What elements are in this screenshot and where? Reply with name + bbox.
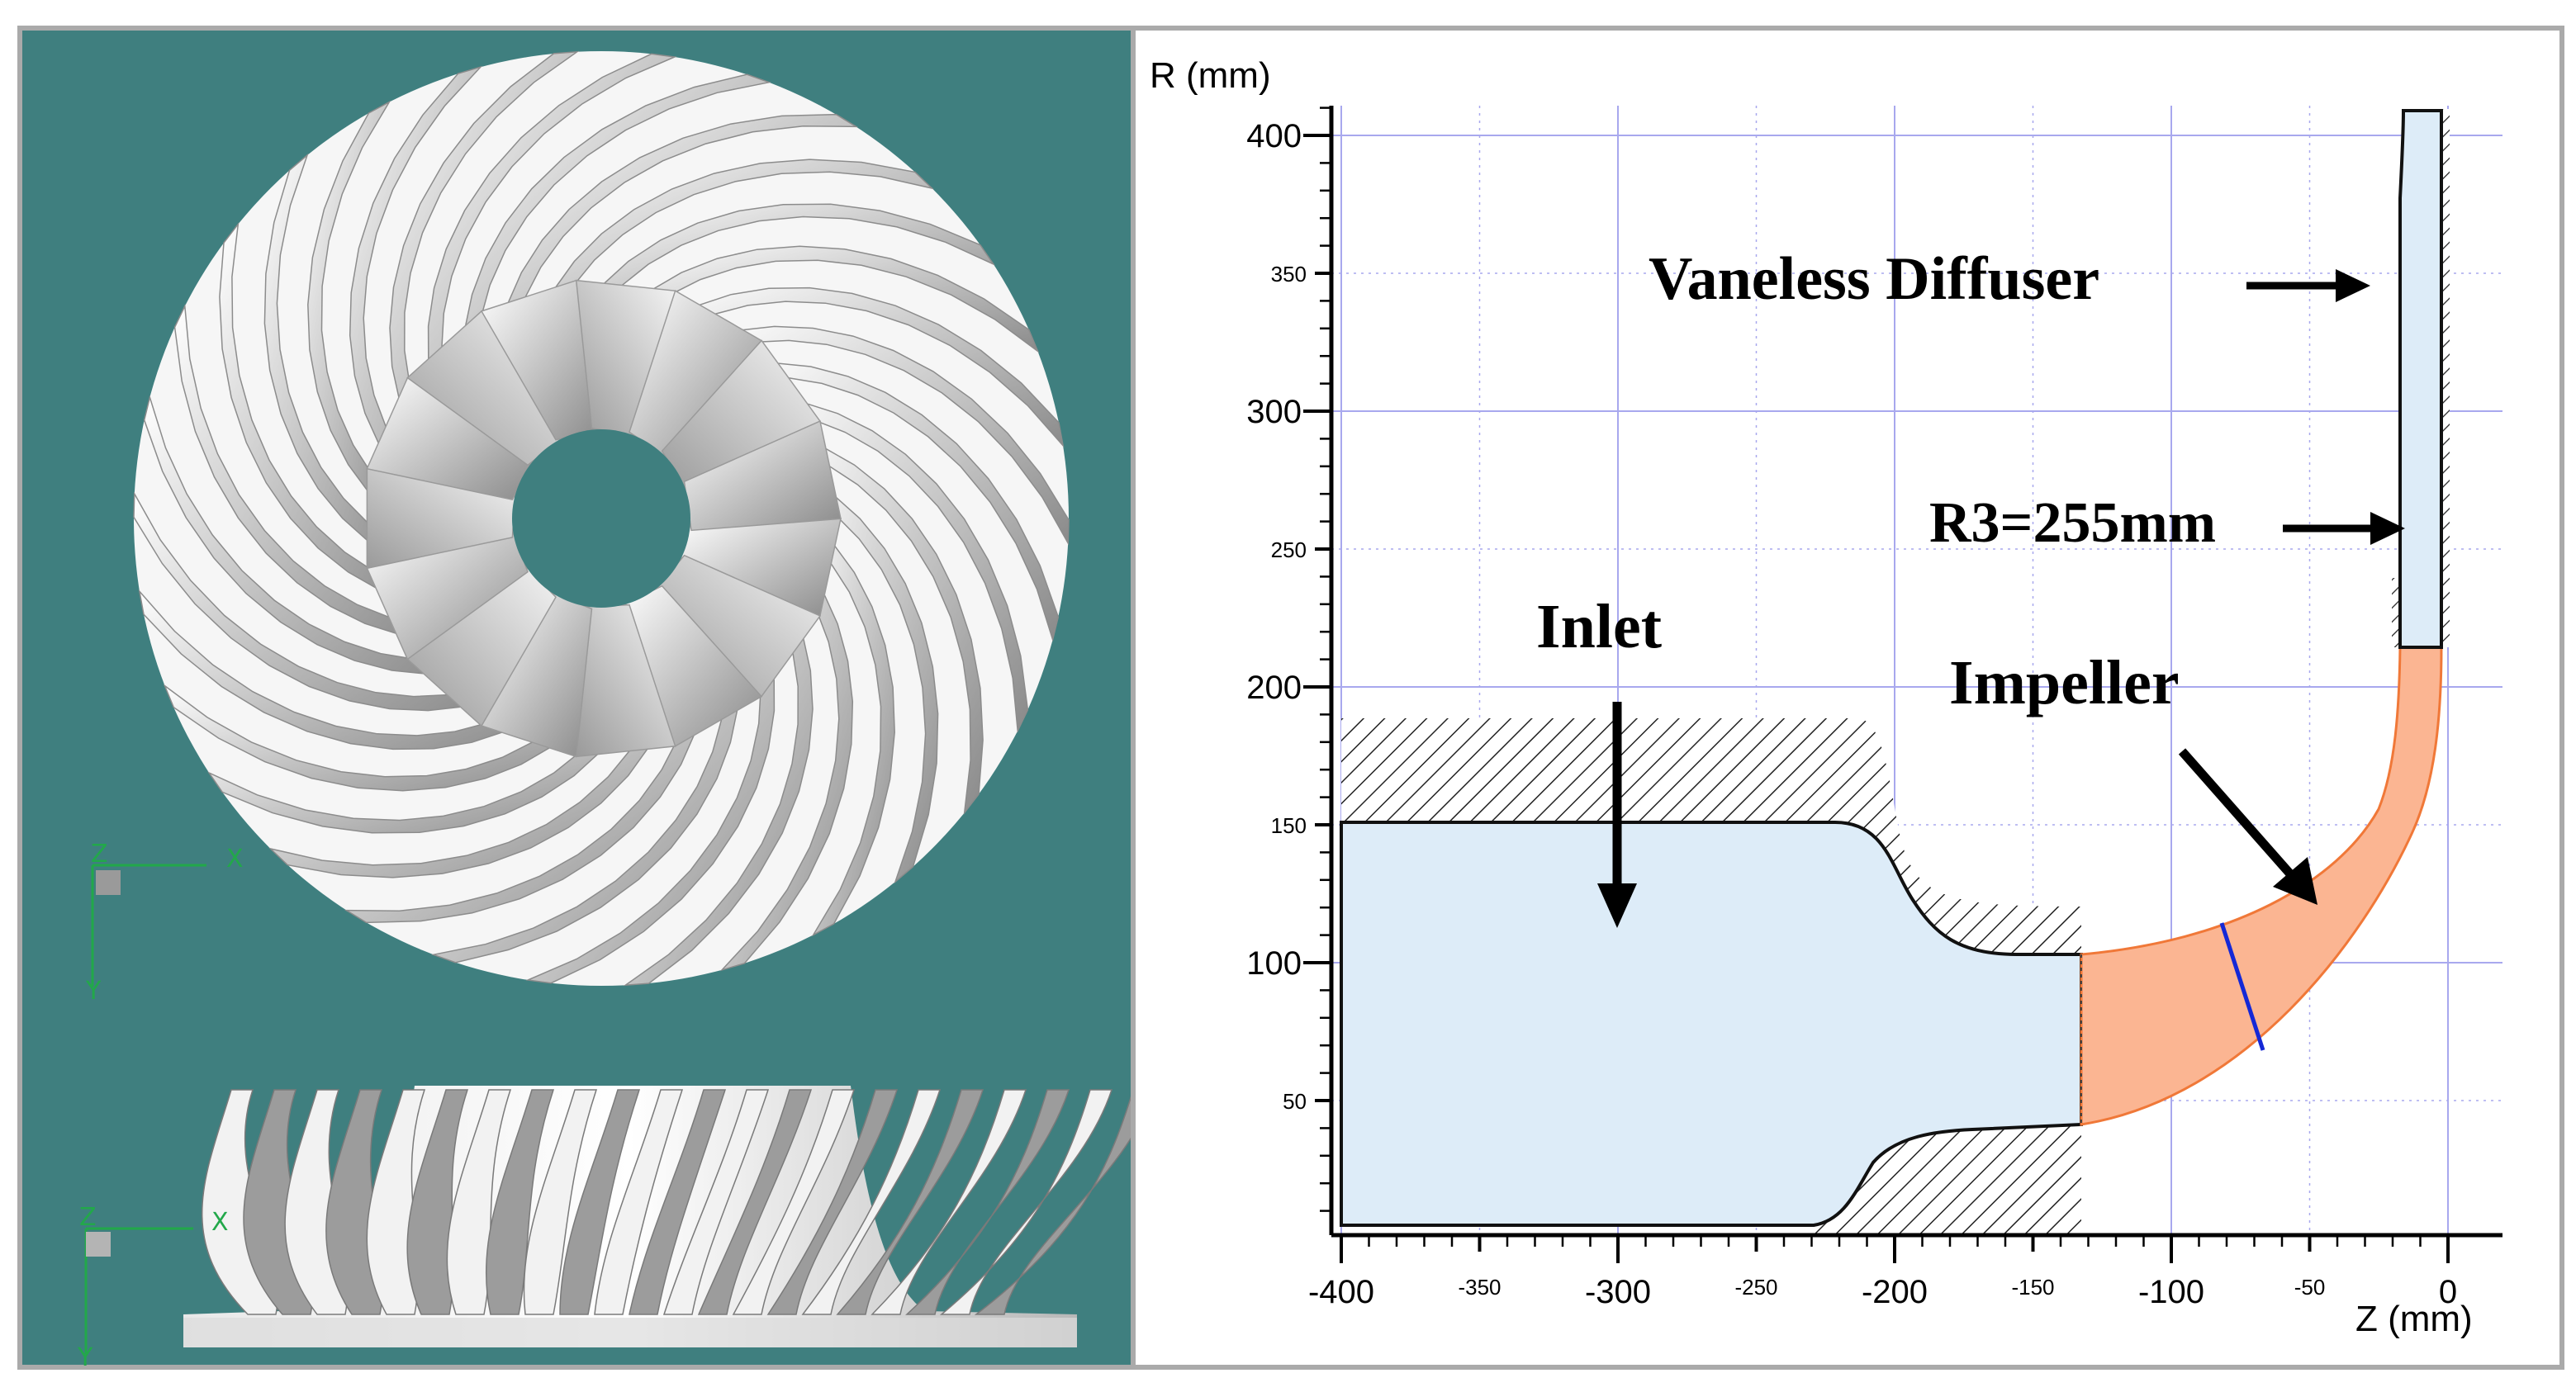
triad-origin-marker xyxy=(96,870,121,895)
triad-bottom-x-label: X xyxy=(211,1208,229,1237)
triad-top-y-label: Y xyxy=(85,977,102,1006)
triad-bottom-y-label: Y xyxy=(77,1343,93,1372)
axis-triad-bottom: X Z Y xyxy=(77,1203,229,1372)
impeller-section-line xyxy=(2219,922,2265,1051)
impeller-vane xyxy=(263,153,401,563)
y-tick-label: 200 xyxy=(1246,670,1302,706)
impeller-vane xyxy=(138,589,539,750)
triad-top-z-label: Z xyxy=(91,840,108,869)
impeller-arrow xyxy=(2178,748,2317,905)
axis-triad-top: X Z Y xyxy=(85,840,244,1006)
impeller-vane xyxy=(344,696,706,924)
y-tick-label: 250 xyxy=(1271,537,1307,562)
impeller-vane xyxy=(462,73,771,367)
left-panel: X Z Y X Z Y xyxy=(17,26,1156,1372)
side-blade xyxy=(662,1089,770,1315)
impeller-vane xyxy=(621,245,1040,353)
x-tick-label: -100 xyxy=(2138,1274,2204,1310)
impeller-vane xyxy=(143,395,465,675)
impeller-vane xyxy=(163,684,581,792)
inlet-arrow xyxy=(1597,702,1637,928)
side-blade xyxy=(905,1089,1070,1315)
impeller-vane xyxy=(496,113,859,341)
impeller-vane xyxy=(578,203,995,315)
impeller-label: Impeller xyxy=(1949,648,2180,717)
impeller-vane xyxy=(802,474,939,884)
impeller-vane xyxy=(133,491,500,712)
impeller-vane xyxy=(806,517,895,937)
impeller-vane xyxy=(663,286,1065,448)
x-tick-label: -50 xyxy=(2294,1275,2326,1300)
impeller-vane xyxy=(738,362,1060,642)
side-blade xyxy=(801,1089,942,1315)
vaneless-diffuser-region xyxy=(2398,109,2443,649)
impeller-vane xyxy=(307,100,396,520)
triad-bottom-z-label: Z xyxy=(79,1203,97,1232)
impeller-top-view xyxy=(133,50,1070,987)
impeller-vane xyxy=(427,53,677,399)
outer-vanes xyxy=(133,50,1070,987)
triad-top-x-label: X xyxy=(226,845,244,874)
side-blade xyxy=(836,1089,984,1315)
right-panel: -400 -350 -300 -250 -200 -150 -100 -50 0 50 100 150… xyxy=(1131,26,2564,1370)
vaneless-diffuser-arrow xyxy=(2246,269,2370,302)
impeller-vane xyxy=(766,396,1029,733)
inlet-region xyxy=(1340,821,2083,1227)
impeller-vane xyxy=(349,65,483,477)
axis-ticks: -400 -350 -300 -250 -200 -150 -100 -50 0 50 100 150… xyxy=(1246,107,2457,1310)
impeller-vane xyxy=(525,638,776,984)
y-tick-label: 50 xyxy=(1283,1089,1307,1114)
impeller-vane xyxy=(219,222,414,604)
side-blade xyxy=(629,1089,727,1315)
vaneless-diffuser-label: Vaneless Diffuser xyxy=(1649,245,2099,313)
y-tick-label: 350 xyxy=(1271,262,1307,286)
y-tick-label: 400 xyxy=(1246,118,1302,154)
y-tick-label: 300 xyxy=(1246,394,1302,430)
r3-arrow xyxy=(2283,512,2405,545)
y-tick-label: 150 xyxy=(1271,813,1307,838)
impeller-hub-hole xyxy=(512,429,690,608)
r3-label: R3=255mm xyxy=(1929,491,2216,555)
meridional-plot: -400 -350 -300 -250 -200 -150 -100 -50 0 50 100 150… xyxy=(1150,55,2502,1339)
impeller-vane xyxy=(207,722,624,834)
impeller-vane xyxy=(536,159,934,324)
impeller-vane xyxy=(173,304,436,641)
x-tick-label: -250 xyxy=(1734,1275,1777,1300)
x-tick-label: -300 xyxy=(1585,1274,1651,1310)
side-blade xyxy=(697,1089,813,1315)
side-blade xyxy=(871,1089,1027,1315)
x-tick-label: -150 xyxy=(2011,1275,2054,1300)
triad-origin-marker xyxy=(86,1232,111,1257)
impeller-vane xyxy=(703,325,1070,546)
inlet-label: Inlet xyxy=(1536,592,1662,661)
inlet-shroud-wall xyxy=(1341,718,2081,954)
inlet-hub-wall xyxy=(1814,1124,2081,1233)
impeller-vane xyxy=(719,560,854,972)
y-axis-title: R (mm) xyxy=(1150,55,1271,96)
side-blade xyxy=(939,1089,1113,1315)
inner-vanes xyxy=(366,279,842,758)
impeller-vane xyxy=(789,433,984,815)
side-blade xyxy=(766,1089,899,1315)
y-tick-label: 100 xyxy=(1246,945,1302,982)
side-blade xyxy=(732,1089,856,1315)
x-axis-title: Z (mm) xyxy=(2355,1299,2473,1339)
x-tick-label: -200 xyxy=(1862,1274,1928,1310)
x-tick-label: 0 xyxy=(2439,1274,2457,1310)
x-tick-label: -400 xyxy=(1308,1274,1374,1310)
x-tick-label: -350 xyxy=(1458,1275,1501,1300)
side-blade xyxy=(559,1089,641,1315)
impeller-vane xyxy=(268,713,667,878)
side-blade xyxy=(594,1089,684,1315)
impeller-vane xyxy=(431,670,741,964)
side-blade xyxy=(523,1089,598,1315)
